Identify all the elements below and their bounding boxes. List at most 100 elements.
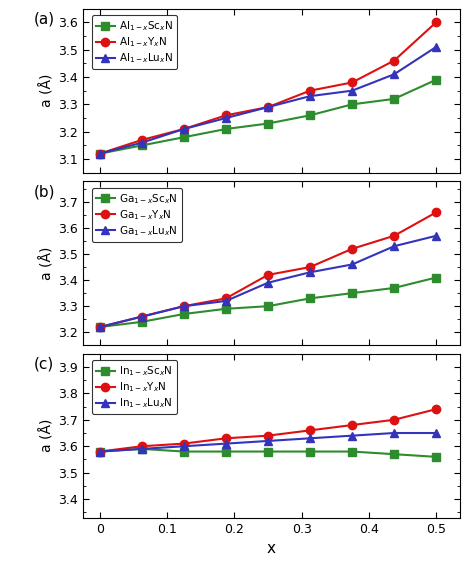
Line: In$_{1-x}$Lu$_x$N: In$_{1-x}$Lu$_x$N bbox=[96, 429, 440, 456]
Line: Al$_{1-x}$Lu$_x$N: Al$_{1-x}$Lu$_x$N bbox=[96, 43, 440, 158]
In$_{1-x}$Sc$_x$N bbox=[392, 451, 397, 457]
Al$_{1-x}$Y$_x$N bbox=[265, 104, 271, 110]
Ga$_{1-x}$Y$_x$N bbox=[181, 303, 187, 310]
In$_{1-x}$Lu$_x$N bbox=[265, 438, 271, 444]
Al$_{1-x}$Lu$_x$N bbox=[97, 150, 102, 157]
Al$_{1-x}$Sc$_x$N bbox=[139, 142, 145, 149]
Ga$_{1-x}$Sc$_x$N bbox=[97, 324, 102, 331]
Text: (c): (c) bbox=[34, 357, 54, 372]
Y-axis label: a (Å): a (Å) bbox=[40, 246, 54, 280]
Ga$_{1-x}$Sc$_x$N bbox=[223, 306, 229, 312]
Al$_{1-x}$Sc$_x$N bbox=[307, 112, 313, 119]
Line: In$_{1-x}$Sc$_x$N: In$_{1-x}$Sc$_x$N bbox=[96, 445, 440, 461]
Line: Al$_{1-x}$Y$_x$N: Al$_{1-x}$Y$_x$N bbox=[96, 18, 440, 158]
Ga$_{1-x}$Y$_x$N bbox=[139, 313, 145, 320]
In$_{1-x}$Y$_x$N bbox=[181, 440, 187, 447]
Al$_{1-x}$Lu$_x$N bbox=[223, 114, 229, 121]
Legend: In$_{1-x}$Sc$_x$N, In$_{1-x}$Y$_x$N, In$_{1-x}$Lu$_x$N: In$_{1-x}$Sc$_x$N, In$_{1-x}$Y$_x$N, In$… bbox=[92, 360, 177, 414]
Ga$_{1-x}$Lu$_x$N bbox=[349, 261, 355, 268]
Line: In$_{1-x}$Y$_x$N: In$_{1-x}$Y$_x$N bbox=[96, 405, 440, 456]
In$_{1-x}$Sc$_x$N bbox=[223, 448, 229, 455]
In$_{1-x}$Y$_x$N bbox=[349, 422, 355, 428]
Al$_{1-x}$Y$_x$N bbox=[392, 57, 397, 64]
Ga$_{1-x}$Sc$_x$N bbox=[392, 284, 397, 291]
Al$_{1-x}$Sc$_x$N bbox=[223, 126, 229, 133]
In$_{1-x}$Lu$_x$N bbox=[97, 448, 102, 455]
Y-axis label: a (Å): a (Å) bbox=[40, 419, 54, 452]
Ga$_{1-x}$Sc$_x$N bbox=[265, 303, 271, 310]
Ga$_{1-x}$Sc$_x$N bbox=[181, 311, 187, 318]
Al$_{1-x}$Y$_x$N bbox=[433, 19, 439, 26]
Ga$_{1-x}$Y$_x$N bbox=[265, 271, 271, 278]
In$_{1-x}$Sc$_x$N bbox=[307, 448, 313, 455]
Al$_{1-x}$Lu$_x$N bbox=[181, 126, 187, 133]
In$_{1-x}$Lu$_x$N bbox=[307, 435, 313, 442]
Legend: Al$_{1-x}$Sc$_x$N, Al$_{1-x}$Y$_x$N, Al$_{1-x}$Lu$_x$N: Al$_{1-x}$Sc$_x$N, Al$_{1-x}$Y$_x$N, Al$… bbox=[92, 15, 177, 69]
Ga$_{1-x}$Y$_x$N bbox=[433, 209, 439, 216]
Ga$_{1-x}$Lu$_x$N bbox=[265, 279, 271, 286]
Al$_{1-x}$Lu$_x$N bbox=[392, 71, 397, 77]
Al$_{1-x}$Y$_x$N bbox=[139, 137, 145, 143]
Ga$_{1-x}$Y$_x$N bbox=[349, 245, 355, 252]
Ga$_{1-x}$Y$_x$N bbox=[307, 263, 313, 270]
In$_{1-x}$Lu$_x$N bbox=[223, 440, 229, 447]
In$_{1-x}$Sc$_x$N bbox=[265, 448, 271, 455]
In$_{1-x}$Lu$_x$N bbox=[139, 446, 145, 452]
Ga$_{1-x}$Lu$_x$N bbox=[139, 313, 145, 320]
Al$_{1-x}$Sc$_x$N bbox=[433, 76, 439, 83]
Al$_{1-x}$Lu$_x$N bbox=[139, 139, 145, 146]
In$_{1-x}$Sc$_x$N bbox=[433, 453, 439, 460]
Text: (b): (b) bbox=[34, 184, 55, 199]
Line: Ga$_{1-x}$Sc$_x$N: Ga$_{1-x}$Sc$_x$N bbox=[96, 273, 440, 331]
Al$_{1-x}$Lu$_x$N bbox=[433, 43, 439, 50]
Al$_{1-x}$Y$_x$N bbox=[349, 79, 355, 86]
In$_{1-x}$Y$_x$N bbox=[433, 406, 439, 413]
In$_{1-x}$Y$_x$N bbox=[139, 443, 145, 450]
Ga$_{1-x}$Lu$_x$N bbox=[392, 243, 397, 250]
Ga$_{1-x}$Y$_x$N bbox=[97, 324, 102, 331]
In$_{1-x}$Sc$_x$N bbox=[349, 448, 355, 455]
Al$_{1-x}$Lu$_x$N bbox=[349, 87, 355, 94]
Ga$_{1-x}$Lu$_x$N bbox=[433, 232, 439, 239]
Al$_{1-x}$Sc$_x$N bbox=[392, 96, 397, 102]
Ga$_{1-x}$Y$_x$N bbox=[223, 295, 229, 302]
Al$_{1-x}$Y$_x$N bbox=[307, 87, 313, 94]
Ga$_{1-x}$Y$_x$N bbox=[392, 232, 397, 239]
Al$_{1-x}$Sc$_x$N bbox=[265, 120, 271, 127]
Al$_{1-x}$Lu$_x$N bbox=[265, 104, 271, 110]
In$_{1-x}$Y$_x$N bbox=[307, 427, 313, 434]
Al$_{1-x}$Y$_x$N bbox=[97, 150, 102, 157]
In$_{1-x}$Sc$_x$N bbox=[139, 446, 145, 452]
Y-axis label: a (Å): a (Å) bbox=[40, 74, 54, 108]
Text: (a): (a) bbox=[34, 12, 55, 27]
Ga$_{1-x}$Sc$_x$N bbox=[307, 295, 313, 302]
Ga$_{1-x}$Sc$_x$N bbox=[433, 274, 439, 281]
Al$_{1-x}$Sc$_x$N bbox=[349, 101, 355, 108]
Line: Ga$_{1-x}$Y$_x$N: Ga$_{1-x}$Y$_x$N bbox=[96, 208, 440, 331]
In$_{1-x}$Sc$_x$N bbox=[181, 448, 187, 455]
In$_{1-x}$Y$_x$N bbox=[265, 432, 271, 439]
In$_{1-x}$Lu$_x$N bbox=[392, 430, 397, 436]
Line: Ga$_{1-x}$Lu$_x$N: Ga$_{1-x}$Lu$_x$N bbox=[96, 232, 440, 331]
Al$_{1-x}$Y$_x$N bbox=[181, 126, 187, 133]
Al$_{1-x}$Sc$_x$N bbox=[97, 150, 102, 157]
Legend: Ga$_{1-x}$Sc$_x$N, Ga$_{1-x}$Y$_x$N, Ga$_{1-x}$Lu$_x$N: Ga$_{1-x}$Sc$_x$N, Ga$_{1-x}$Y$_x$N, Ga$… bbox=[92, 188, 182, 242]
Ga$_{1-x}$Lu$_x$N bbox=[307, 269, 313, 276]
Ga$_{1-x}$Lu$_x$N bbox=[223, 298, 229, 304]
Ga$_{1-x}$Sc$_x$N bbox=[349, 290, 355, 296]
In$_{1-x}$Y$_x$N bbox=[223, 435, 229, 442]
In$_{1-x}$Y$_x$N bbox=[392, 417, 397, 423]
Ga$_{1-x}$Lu$_x$N bbox=[97, 324, 102, 331]
In$_{1-x}$Y$_x$N bbox=[97, 448, 102, 455]
Al$_{1-x}$Sc$_x$N bbox=[181, 134, 187, 141]
In$_{1-x}$Lu$_x$N bbox=[349, 432, 355, 439]
Line: Al$_{1-x}$Sc$_x$N: Al$_{1-x}$Sc$_x$N bbox=[96, 76, 440, 158]
In$_{1-x}$Lu$_x$N bbox=[181, 443, 187, 450]
In$_{1-x}$Lu$_x$N bbox=[433, 430, 439, 436]
Ga$_{1-x}$Lu$_x$N bbox=[181, 303, 187, 310]
Al$_{1-x}$Lu$_x$N bbox=[307, 93, 313, 100]
In$_{1-x}$Sc$_x$N bbox=[97, 448, 102, 455]
Al$_{1-x}$Y$_x$N bbox=[223, 112, 229, 119]
X-axis label: x: x bbox=[267, 541, 276, 556]
Ga$_{1-x}$Sc$_x$N bbox=[139, 319, 145, 325]
